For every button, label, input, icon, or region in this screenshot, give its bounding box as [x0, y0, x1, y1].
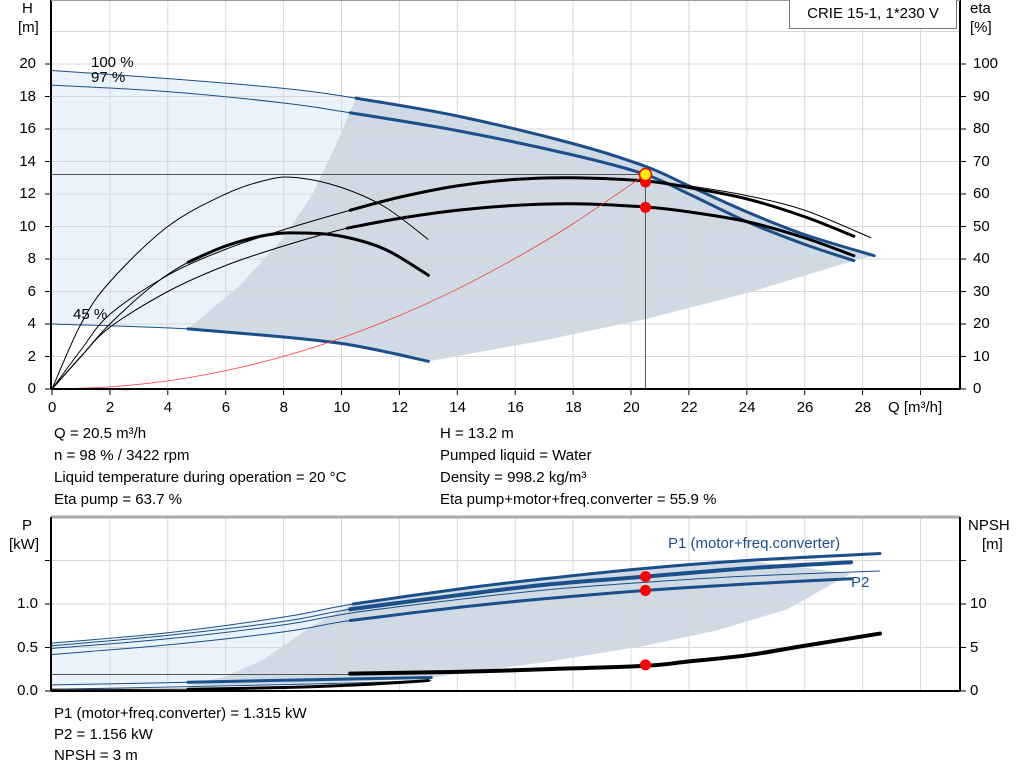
h-axis-label: H — [22, 0, 33, 17]
curve-p-0-operating — [351, 552, 882, 606]
curve-label-97: 97 % — [91, 69, 126, 86]
curve-label-45: 45 % — [73, 306, 108, 323]
npsh-tick-label: 0 — [970, 682, 979, 699]
eta-tick-label: 10 — [973, 347, 990, 365]
q-axis-label: Q [m³/h] — [888, 399, 943, 416]
curve-label-p1: P1 (motor+freq.converter) — [668, 535, 841, 552]
region-dark — [188, 98, 875, 362]
h-tick-label: 0 — [27, 380, 36, 397]
h-tick-label: 14 — [19, 152, 36, 170]
info-speed: n = 98 % / 3422 rpm — [54, 447, 190, 464]
h-tick-label: 2 — [27, 347, 36, 365]
info-h: H = 13.2 m — [440, 425, 514, 442]
eta-tick-label: 100 — [973, 55, 999, 72]
power-point-0 — [639, 571, 651, 583]
q-tick-label: 0 — [48, 399, 57, 416]
curve-p-1-operating — [348, 560, 854, 612]
q-tick-label: 12 — [391, 399, 409, 416]
q-tick-label: 8 — [279, 399, 288, 416]
curve-h-8 — [51, 174, 646, 390]
curve-label-p2: P2 — [851, 574, 870, 591]
p-tick-label: 1.0 — [17, 595, 38, 612]
region-light — [52, 70, 356, 329]
eta-tick-label: 70 — [973, 152, 990, 170]
h-tick-label: 20 — [19, 55, 36, 72]
eta-axis-unit: [%] — [970, 19, 992, 36]
q-tick-label: 16 — [507, 399, 524, 416]
q-tick-label: 14 — [449, 399, 466, 416]
q-tick-label: 20 — [623, 399, 640, 416]
duty-point — [638, 167, 653, 182]
curve-eta-5 — [645, 180, 872, 239]
h-tick-label: 8 — [27, 250, 36, 267]
info-eta-total: Eta pump+motor+freq.converter = 55.9 % — [440, 491, 717, 508]
chart-title: CRIE 15-1, 1*230 V — [807, 5, 939, 22]
chart-title-box: CRIE 15-1, 1*230 V — [789, 0, 957, 29]
p-tick-label: 0.0 — [17, 682, 38, 699]
curve-h-2-operating — [186, 327, 430, 363]
curve-p-4-operating — [186, 676, 433, 684]
h-axis-unit: [m] — [18, 19, 39, 36]
eta-tick-label: 0 — [973, 380, 982, 397]
q-tick-label: 6 — [221, 399, 231, 416]
curve-p-5 — [51, 680, 432, 690]
q-tick-label: 22 — [680, 399, 698, 416]
eta-tick-label: 60 — [973, 185, 990, 202]
info-npsh: NPSH = 3 m — [54, 747, 138, 764]
curve-h-0-operating — [354, 96, 876, 258]
q-tick-label: 24 — [738, 399, 756, 416]
eta-axis-label: eta — [970, 0, 991, 17]
eta-tick-label: 30 — [973, 282, 990, 300]
q-tick-label: 18 — [565, 399, 582, 416]
info-p1: P1 (motor+freq.converter) = 1.315 kW — [54, 705, 307, 722]
npsh-axis-unit: [m] — [982, 536, 1003, 553]
curve-p-2 — [51, 570, 880, 649]
info-p2: P2 = 1.156 kW — [54, 726, 153, 743]
eta-point-1 — [639, 201, 651, 213]
q-tick-label: 4 — [163, 399, 173, 416]
p-tick-label: 0.5 — [17, 638, 38, 656]
curve-npsh-6-operating — [186, 679, 430, 691]
eta-tick-label: 20 — [973, 315, 990, 332]
eta-tick-label: 90 — [973, 87, 990, 105]
q-tick-label: 2 — [105, 399, 115, 416]
info-temperature: Liquid temperature during operation = 20… — [54, 469, 347, 486]
curve-h-1-operating — [348, 111, 856, 263]
h-tick-label: 12 — [19, 185, 36, 202]
curve-eta-3-operating — [348, 176, 856, 238]
q-tick-label: 10 — [333, 399, 351, 416]
curve-eta-6 — [51, 176, 429, 390]
h-tick-label: 16 — [19, 120, 36, 137]
npsh-tick-label: 5 — [970, 638, 979, 656]
h-tick-label: 4 — [27, 315, 36, 332]
h-tick-label: 10 — [19, 217, 36, 235]
eta-tick-label: 40 — [973, 250, 990, 267]
q-tick-label: 26 — [796, 399, 814, 416]
q-tick-label: 28 — [854, 399, 872, 416]
info-density: Density = 998.2 kg/m³ — [440, 469, 587, 486]
npsh-tick-label: 10 — [970, 595, 987, 612]
h-tick-label: 6 — [27, 282, 36, 300]
p-axis-label: P — [22, 517, 33, 534]
h-tick-label: 18 — [19, 87, 36, 105]
curve-eta-7-operating — [186, 231, 430, 277]
info-liquid: Pumped liquid = Water — [440, 447, 592, 464]
power-point-2 — [639, 659, 651, 671]
info-q: Q = 20.5 m³/h — [54, 425, 147, 442]
curve-p-3-operating — [348, 577, 853, 623]
curve-eta-4-operating — [345, 202, 856, 258]
info-eta-pump: Eta pump = 63.7 % — [54, 491, 182, 508]
power-point-1 — [639, 584, 651, 596]
region-dark — [188, 560, 852, 686]
region-light — [52, 604, 354, 687]
eta-tick-label: 80 — [973, 120, 990, 137]
eta-tick-label: 50 — [973, 217, 990, 235]
curve-label-100: 100 % — [91, 54, 134, 71]
npsh-axis-label: NPSH — [968, 517, 1010, 534]
p-axis-unit: [kW] — [9, 536, 39, 553]
